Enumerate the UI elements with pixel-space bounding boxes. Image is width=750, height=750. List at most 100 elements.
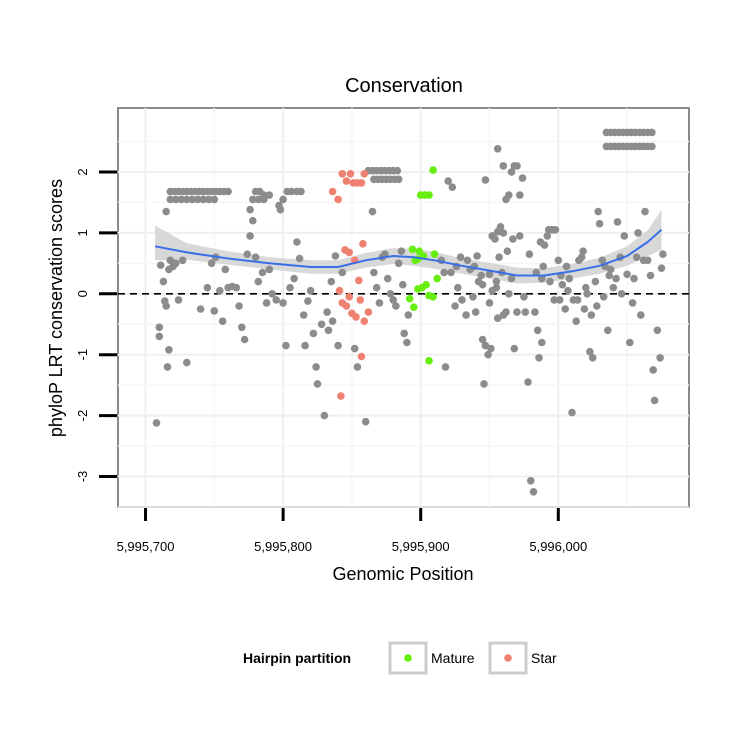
point-other <box>551 226 560 234</box>
point-other <box>254 195 263 204</box>
point-other <box>509 235 517 243</box>
point-other <box>394 175 403 184</box>
point-other <box>254 277 263 286</box>
point-other <box>587 311 596 319</box>
point-other <box>393 166 402 175</box>
point-other <box>299 311 308 319</box>
point-other <box>538 274 546 283</box>
point-other <box>643 256 652 265</box>
point-other <box>582 283 590 292</box>
point-other <box>539 262 547 271</box>
point-star <box>360 317 369 326</box>
point-star <box>337 392 345 400</box>
point-other <box>634 229 642 237</box>
point-other <box>555 296 564 304</box>
point-star <box>342 177 351 185</box>
point-other <box>565 274 574 283</box>
point-other <box>353 363 362 371</box>
point-other <box>383 274 392 283</box>
point-star <box>359 240 367 248</box>
point-other <box>249 195 257 204</box>
point-mature <box>430 250 439 258</box>
y-tick-label: 2 <box>75 168 90 175</box>
point-other <box>637 311 645 319</box>
points-layer <box>152 128 667 496</box>
point-other <box>605 271 613 280</box>
point-other <box>656 354 664 362</box>
point-other <box>172 259 180 268</box>
point-other <box>251 253 260 261</box>
point-other <box>657 264 666 273</box>
point-mature <box>429 166 437 174</box>
point-mature <box>408 245 417 254</box>
point-other <box>372 283 381 292</box>
point-other <box>550 296 558 304</box>
point-star <box>342 302 351 310</box>
point-other <box>397 247 406 255</box>
point-other <box>573 296 582 304</box>
point-other <box>521 308 530 316</box>
point-other <box>591 277 600 286</box>
point-other <box>598 256 607 265</box>
point-other <box>163 363 172 371</box>
point-other <box>594 207 602 216</box>
point-other <box>334 341 342 350</box>
point-mature <box>433 274 442 283</box>
point-other <box>588 354 597 362</box>
point-other <box>583 290 591 298</box>
point-other <box>246 205 254 214</box>
point-other <box>328 317 337 326</box>
point-other <box>375 299 384 307</box>
point-other <box>533 326 542 335</box>
point-other <box>404 311 413 319</box>
point-other <box>648 142 656 151</box>
point-other <box>628 299 637 307</box>
point-other <box>593 302 601 310</box>
point-other <box>320 411 329 420</box>
point-other <box>323 308 331 316</box>
point-other <box>297 187 305 196</box>
point-other <box>481 176 490 184</box>
point-other <box>279 299 287 307</box>
point-other <box>613 218 622 226</box>
point-other <box>543 232 552 240</box>
point-other <box>484 350 492 359</box>
smooth-line-layer <box>154 229 663 277</box>
point-other <box>632 253 641 261</box>
point-other <box>279 195 287 204</box>
legend: Hairpin partition Mature Star <box>243 641 557 675</box>
point-other <box>444 177 453 185</box>
point-other <box>282 341 290 350</box>
point-other <box>477 271 486 280</box>
point-other <box>265 265 274 274</box>
point-other <box>599 293 608 301</box>
point-star <box>355 276 363 285</box>
point-other <box>368 207 377 216</box>
point-other <box>529 488 538 496</box>
point-star <box>338 170 347 178</box>
point-star <box>328 187 337 196</box>
point-star <box>335 286 344 295</box>
point-other <box>617 290 626 298</box>
point-other <box>317 320 326 329</box>
point-other <box>210 195 219 204</box>
point-other <box>518 174 527 182</box>
point-other <box>513 162 521 170</box>
point-other <box>612 274 620 283</box>
point-star <box>345 248 354 257</box>
point-star <box>345 293 354 301</box>
point-other <box>546 277 554 286</box>
point-other <box>152 419 161 427</box>
point-other <box>620 232 629 240</box>
point-other <box>554 256 563 265</box>
x-tick-label: 5,995,900 <box>392 539 450 554</box>
point-other <box>532 268 541 277</box>
point-other <box>276 205 285 214</box>
point-other <box>203 283 212 292</box>
legend-marker-star <box>504 654 512 662</box>
point-other <box>609 283 618 292</box>
point-other <box>210 307 219 315</box>
point-other <box>492 283 501 292</box>
point-other <box>174 296 183 304</box>
